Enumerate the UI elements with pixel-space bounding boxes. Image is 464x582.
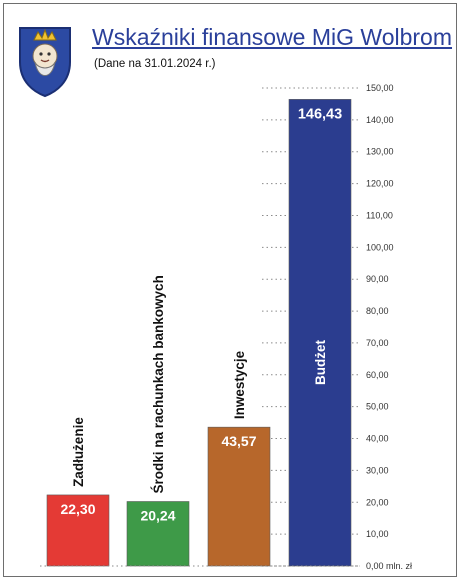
y-tick-label: 100,00: [366, 242, 394, 252]
y-tick-label: 10,00: [366, 529, 389, 539]
y-tick-label: 80,00: [366, 306, 389, 316]
bar-value-label: 43,57: [221, 433, 256, 449]
category-label: Zadłużenie: [71, 417, 86, 487]
coat-of-arms-icon: [19, 27, 71, 98]
y-tick-label: 130,00: [366, 147, 394, 157]
category-label: Środki na rachunkach bankowych: [151, 275, 166, 493]
y-tick-label: 150,00: [366, 83, 394, 93]
y-tick-label: 40,00: [366, 434, 389, 444]
y-tick-label: 90,00: [366, 274, 389, 284]
bar-value-label: 22,30: [60, 501, 95, 517]
bar-value-label: 20,24: [140, 508, 175, 524]
y-tick-label: 110,00: [366, 210, 393, 220]
bar: [126, 501, 190, 567]
y-tick-label: 0,00 mln. zł: [366, 561, 412, 571]
category-label: Budżet: [313, 340, 328, 386]
bar: [207, 426, 271, 567]
page-subtitle: (Dane na 31.01.2024 r.): [94, 58, 216, 70]
bar: [288, 99, 352, 567]
y-tick-label: 20,00: [366, 497, 389, 507]
category-label: Inwestycje: [232, 350, 247, 419]
y-tick-label: 30,00: [366, 465, 389, 475]
y-tick-label: 50,00: [366, 402, 389, 412]
y-tick-label: 60,00: [366, 370, 389, 380]
bar: [46, 494, 110, 567]
page-title: Wskaźniki finansowe MiG Wolbrom: [92, 24, 453, 50]
bar-value-label: 146,43: [298, 106, 342, 122]
y-tick-label: 70,00: [366, 338, 389, 348]
y-tick-label: 140,00: [366, 115, 394, 125]
y-tick-label: 120,00: [366, 179, 394, 189]
